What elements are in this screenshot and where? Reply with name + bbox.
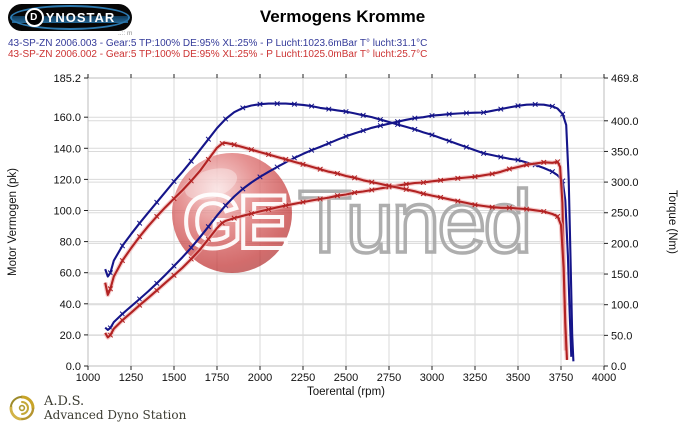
x-tick-label: 2250 xyxy=(291,372,315,384)
right-tick-label: 100.0 xyxy=(611,300,639,312)
x-tick-label: 2750 xyxy=(377,372,401,384)
left-tick-label: 80.0 xyxy=(60,237,81,249)
x-tick-label: 2000 xyxy=(248,372,272,384)
x-axis-title: Toerental (rpm) xyxy=(307,386,385,398)
curve-markers-3 xyxy=(107,140,561,292)
right-axis-title: Torque (Nm) xyxy=(666,190,678,254)
legend-run-003: 43-SP-ZN 2006.003 - Gear:5 TP:100% DE:95… xyxy=(8,38,428,49)
right-tick-label: 0.0 xyxy=(611,361,626,373)
left-tick-label: 20.0 xyxy=(60,330,81,342)
getuned-watermark: GE Tuned xyxy=(172,153,534,273)
right-tick-label: 200.0 xyxy=(611,238,639,250)
left-axis-title: Motor Vermogen (pk) xyxy=(7,168,19,276)
left-tick-label: 100.0 xyxy=(53,205,81,217)
legend-run-002: 43-SP-ZN 2006.002 - Gear:5 TP:100% DE:95… xyxy=(8,49,428,60)
curve-markers-0 xyxy=(107,101,566,331)
right-tick-label: 469.8 xyxy=(611,73,639,85)
left-tick-label: 40.0 xyxy=(60,299,81,311)
x-tick-label: 3500 xyxy=(506,372,530,384)
right-tick-label: 400.0 xyxy=(611,116,639,128)
dynostar-logo-text: D YNOSTAR xyxy=(24,8,116,27)
logo-subtext: ..:: m xyxy=(118,30,133,37)
right-tick-label: 300.0 xyxy=(611,177,639,189)
right-tick-label: 250.0 xyxy=(611,208,639,220)
dynostar-logo: D YNOSTAR xyxy=(8,4,132,31)
x-tick-label: 3000 xyxy=(420,372,444,384)
x-tick-label: 1500 xyxy=(162,372,186,384)
x-tick-label: 2500 xyxy=(334,372,358,384)
x-tick-label: 3250 xyxy=(463,372,487,384)
watermark-ball xyxy=(172,153,292,273)
dyno-curves xyxy=(102,100,575,362)
left-tick-label: 185.2 xyxy=(53,73,81,85)
curve-markers-2 xyxy=(107,159,561,338)
right-tick-label: 150.0 xyxy=(611,269,639,281)
left-tick-label: 60.0 xyxy=(60,268,81,280)
page-title: Vermogens Kromme xyxy=(259,7,426,26)
watermark-tuned-text: Tuned xyxy=(298,172,529,271)
ads-name: Advanced Dyno Station xyxy=(44,407,187,422)
x-tick-label: 4000 xyxy=(592,372,616,384)
tick-labels: 1000 1250 1500 1750 2000 2250 2500 2750 3000 3250… xyxy=(53,73,638,384)
ads-abbr: A.D.S. xyxy=(44,393,85,409)
plot-frame-and-ticks xyxy=(84,74,608,370)
dynostar-d-icon: D xyxy=(24,8,44,27)
dynostar-logo-ellipse xyxy=(10,5,130,30)
right-tick-label: 350.0 xyxy=(611,146,639,158)
ads-logo-block: A.D.S. Advanced Dyno Station xyxy=(8,394,186,422)
dynostar-logo-stripe xyxy=(12,16,128,23)
right-tick-label: 50.0 xyxy=(611,330,632,342)
left-tick-label: 120.0 xyxy=(53,174,81,186)
x-tick-label: 1750 xyxy=(205,372,229,384)
left-tick-label: 160.0 xyxy=(53,112,81,124)
x-tick-label: 1250 xyxy=(119,372,143,384)
ads-swirl-icon xyxy=(9,395,35,421)
left-tick-label: 0.0 xyxy=(66,361,81,373)
left-tick-label: 140.0 xyxy=(53,143,81,155)
x-tick-label: 3750 xyxy=(549,372,573,384)
x-tick-label: 1000 xyxy=(76,372,100,384)
dynostar-wordmark: YNOSTAR xyxy=(45,10,116,25)
curve-markers-1 xyxy=(107,100,566,276)
